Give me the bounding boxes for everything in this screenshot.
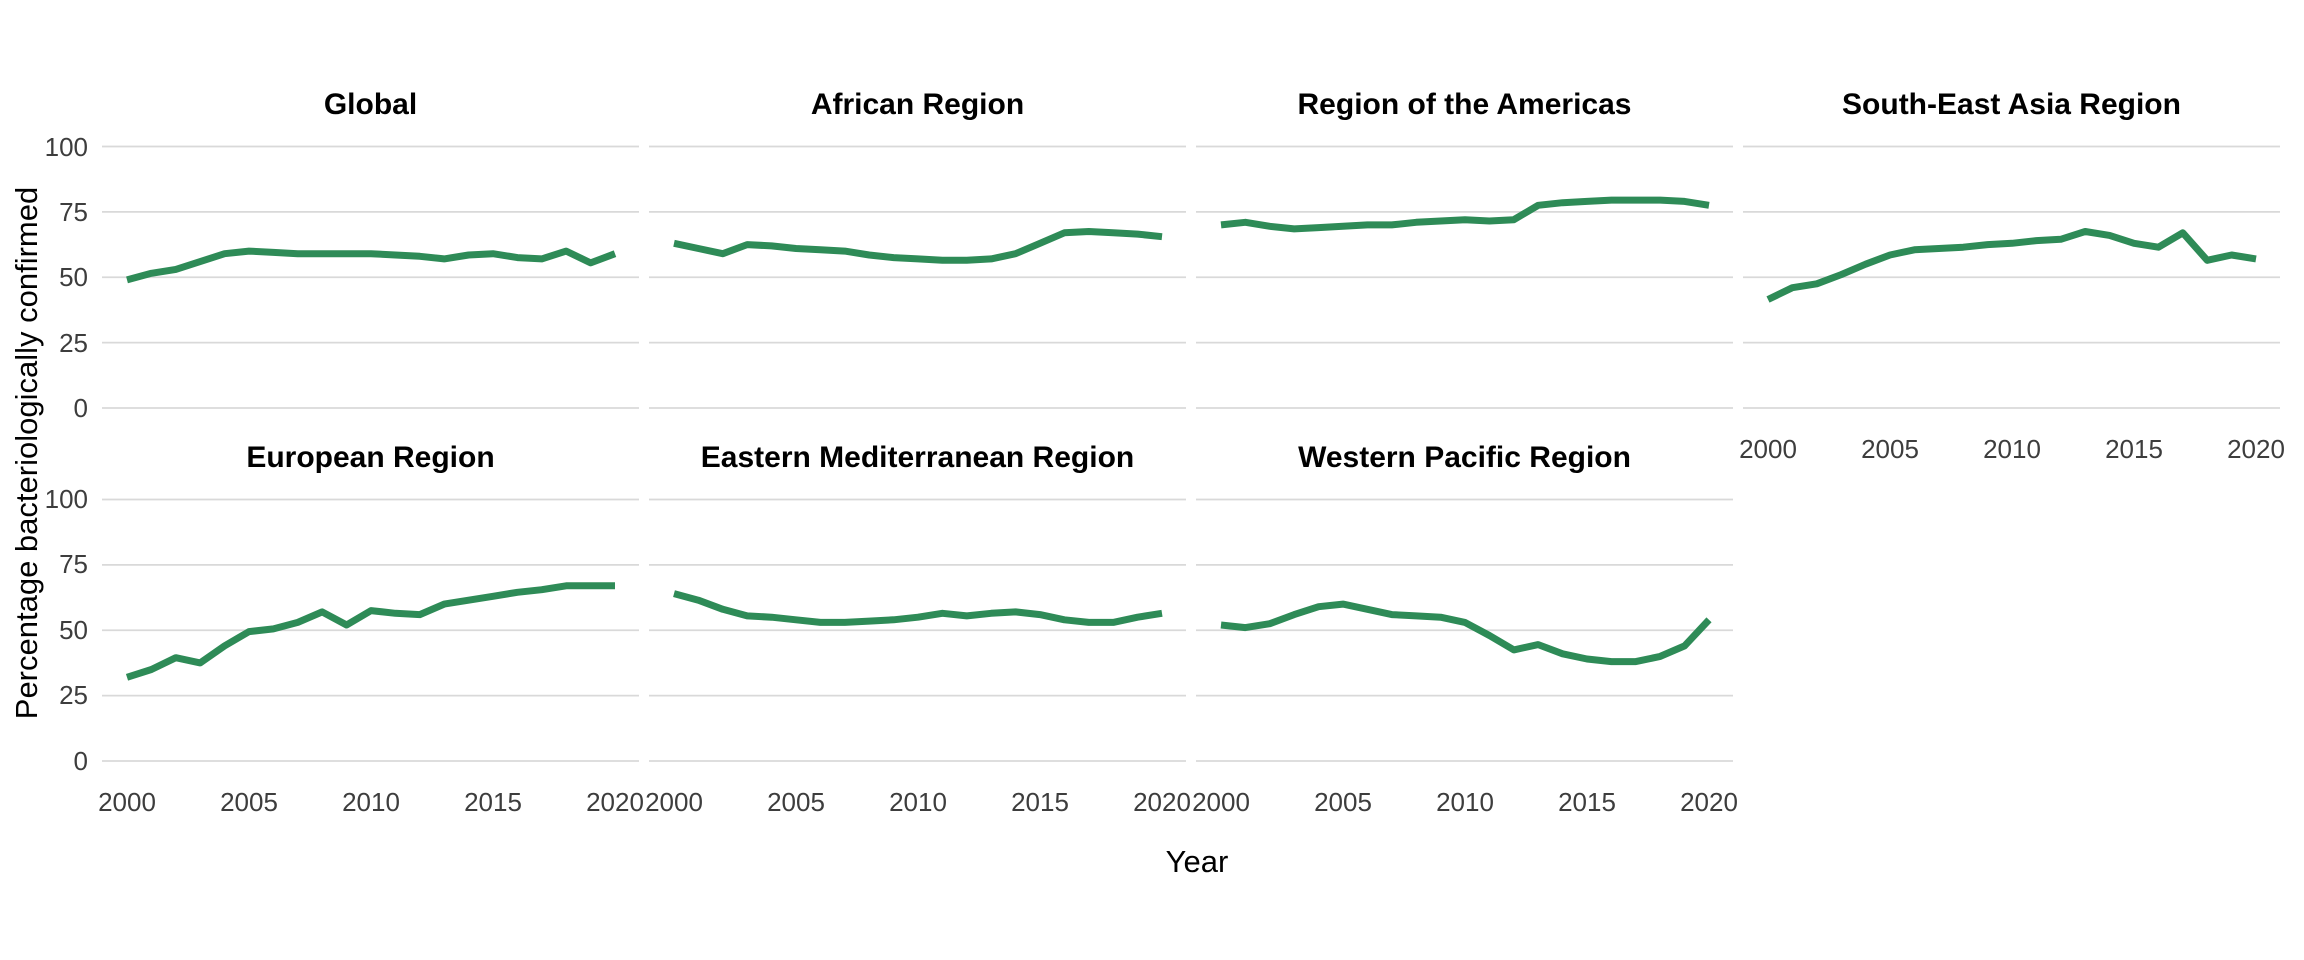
data-line-global: [126, 247, 617, 284]
panel-title-african-region: African Region: [810, 88, 1025, 121]
data-line-south-east-asia-region: [1766, 228, 2257, 303]
panel-title-european-region: European Region: [246, 440, 495, 474]
x-tick-label-2010: 2010: [342, 786, 400, 817]
x-tick-label-2000: 2000: [645, 786, 703, 817]
y-tick-label-25: 25: [59, 327, 88, 358]
panel-title-eastern-mediterranean-region: Eastern Mediterranean Region: [700, 440, 1135, 474]
line-chart: [102, 145, 639, 409]
x-tick-label-2005: 2005: [220, 786, 278, 817]
y-tick-label-50: 50: [59, 262, 88, 293]
x-tick-label-2020: 2020: [2227, 434, 2285, 464]
line-chart: [1196, 145, 1733, 409]
x-tick-label-2005: 2005: [1314, 786, 1372, 817]
x-tick-label-2020: 2020: [1133, 786, 1191, 817]
y-tick-label-25: 25: [59, 680, 88, 711]
x-tick-label-2020: 2020: [586, 786, 644, 817]
x-tick-label-2015: 2015: [2105, 434, 2163, 464]
x-tick-label-2015: 2015: [1011, 786, 1069, 817]
y-tick-label-0: 0: [73, 393, 88, 423]
x-tick-label-2015: 2015: [464, 786, 522, 817]
y-tick-label-50: 50: [59, 614, 88, 645]
x-tick-label-2000: 2000: [98, 786, 156, 817]
panel-title-global: Global: [323, 88, 418, 121]
panel-western-pacific-region: [1196, 486, 1733, 774]
panel-african-region: [649, 133, 1186, 421]
x-tick-label-2010: 2010: [1436, 786, 1494, 817]
y-tick-label-75: 75: [59, 549, 88, 580]
x-tick-label-2010: 2010: [1983, 434, 2041, 464]
y-axis-title: Percentage bacteriologically confirmed: [9, 186, 44, 720]
line-chart: [649, 498, 1186, 762]
panel-title-region-of-the-americas: Region of the Americas: [1297, 88, 1632, 121]
x-tick-label-2005: 2005: [767, 786, 825, 817]
data-line-african-region: [673, 228, 1163, 264]
x-tick-label-2020: 2020: [1680, 786, 1738, 817]
panel-european-region: [102, 486, 639, 774]
data-line-european-region: [125, 581, 615, 681]
panel-global: [102, 133, 639, 421]
panel-title-south-east-asia-region: South-East Asia Region: [1842, 88, 2181, 121]
x-tick-label-2005: 2005: [1861, 434, 1919, 464]
data-line-western-pacific-region: [1220, 600, 1712, 665]
x-tick-label-2010: 2010: [889, 786, 947, 817]
panel-eastern-mediterranean-region: [649, 486, 1186, 774]
line-chart: [1743, 145, 2280, 409]
panel-region-of-the-americas: [1196, 133, 1733, 421]
x-tick-label-2015: 2015: [1558, 786, 1616, 817]
line-chart: [649, 145, 1186, 409]
y-tick-label-100: 100: [44, 484, 88, 514]
line-chart: [1196, 498, 1733, 762]
line-chart: [102, 498, 639, 762]
x-tick-label-2000: 2000: [1192, 786, 1250, 817]
y-tick-label-0: 0: [73, 745, 88, 776]
data-line-region-of-the-americas: [1220, 196, 1710, 233]
y-tick-label-75: 75: [59, 196, 88, 227]
data-line-eastern-mediterranean-region: [673, 589, 1163, 626]
panel-south-east-asia-region: [1743, 133, 2280, 421]
x-axis-title: Year: [1165, 844, 1229, 879]
panel-title-western-pacific-region: Western Pacific Region: [1298, 440, 1631, 474]
y-tick-label-100: 100: [44, 131, 88, 162]
x-tick-label-2000: 2000: [1739, 434, 1797, 464]
